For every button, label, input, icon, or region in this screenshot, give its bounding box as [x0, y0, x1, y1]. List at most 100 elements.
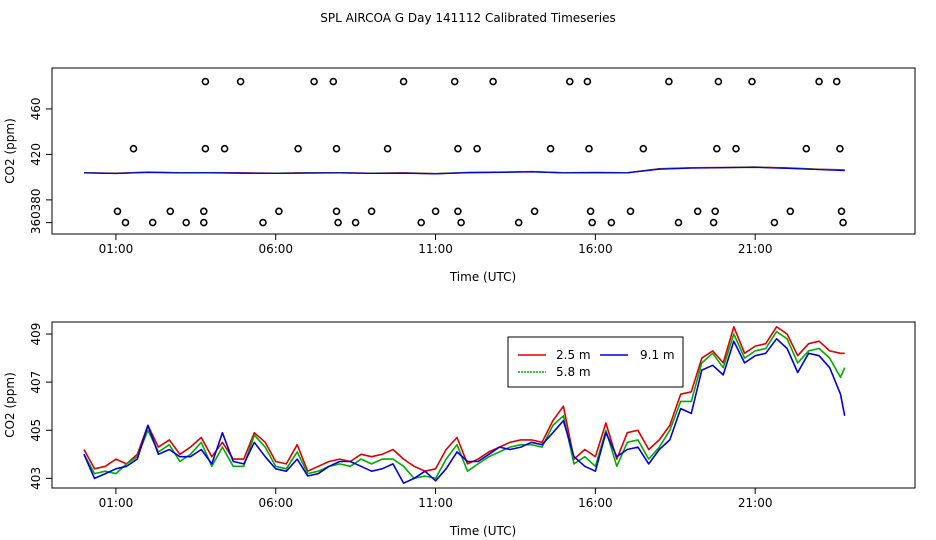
bottom-axes: 01:00 06:00 11:00 16:00 21:00 403 405 407 409	[29, 323, 772, 510]
top-marks	[83, 77, 847, 227]
top-outlier-point	[450, 77, 459, 86]
top-outlier-point	[310, 77, 318, 86]
top-outlier-point	[383, 144, 392, 153]
top-outlier-point	[674, 218, 683, 227]
top-outlier-point	[832, 77, 841, 86]
top-outlier-point	[294, 144, 302, 153]
top-outlier-point	[457, 218, 465, 227]
legend: 2.5 m 9.1 m 5.8 m	[507, 336, 684, 388]
top-outlier-point	[113, 207, 122, 216]
top-outlier-point	[332, 144, 341, 153]
top-outlier-point	[201, 77, 210, 86]
top-outlier-point	[454, 144, 462, 153]
top-outlier-point	[837, 207, 846, 216]
top-outlier-point	[200, 207, 208, 216]
top-outlier-point	[639, 144, 648, 153]
top-outlier-point	[712, 144, 721, 153]
bottom-panel: 01:00 06:00 11:00 16:00 21:00 403 405 407 409 Ti…	[3, 321, 916, 538]
top-y-tick-label: 460	[29, 97, 43, 120]
top-outlier-point	[565, 77, 574, 86]
top-x-tick-label: 16:00	[578, 242, 613, 256]
top-outlier-point	[693, 207, 702, 216]
top-outlier-point	[839, 218, 847, 227]
bottom-x-tick-label: 21:00	[738, 496, 773, 510]
top-outlier-point	[586, 207, 595, 216]
bottom-series-line	[83, 337, 846, 485]
top-x-axis-label: Time (UTC)	[449, 270, 516, 284]
bottom-x-tick-label: 11:00	[418, 496, 453, 510]
top-outlier-point	[607, 218, 616, 227]
top-outlier-point	[786, 207, 795, 216]
bottom-marks	[83, 325, 846, 485]
top-outlier-point	[334, 218, 342, 227]
top-outlier-point	[417, 218, 426, 227]
legend-box	[507, 336, 684, 388]
top-outlier-point	[148, 218, 157, 227]
top-outlier-point	[259, 218, 267, 227]
top-outlier-point	[514, 218, 523, 227]
bottom-y-axis-label: CO2 (ppm)	[3, 372, 17, 438]
top-outlier-point	[546, 144, 555, 153]
legend-label-2-5m: 2.5 m	[556, 348, 591, 362]
top-series-line	[83, 166, 845, 175]
top-outlier-point	[367, 207, 376, 216]
bottom-plot-frame	[51, 321, 916, 489]
top-outlier-point	[802, 144, 811, 153]
top-y-tick-label: 420	[29, 143, 43, 166]
top-outlier-point	[836, 144, 844, 153]
bottom-x-tick-label: 01:00	[99, 496, 134, 510]
top-outlier-point	[351, 218, 360, 227]
top-outlier-point	[714, 77, 723, 86]
top-outlier-point	[201, 144, 210, 153]
top-y-tick-label: 360	[29, 211, 43, 234]
top-outlier-point	[129, 144, 138, 153]
top-outlier-point	[166, 207, 175, 216]
top-outlier-point	[431, 207, 440, 216]
top-outlier-point	[473, 144, 481, 153]
top-outlier-point	[200, 218, 208, 227]
bottom-series-line	[83, 325, 845, 473]
top-outlier-point	[815, 77, 823, 86]
top-outlier-point	[182, 218, 190, 227]
top-x-tick-label: 01:00	[99, 242, 134, 256]
bottom-y-tick-label: 409	[29, 323, 43, 346]
top-outlier-point	[770, 218, 779, 227]
top-outlier-point	[588, 218, 597, 227]
top-outlier-point	[332, 207, 341, 216]
top-outlier-point	[709, 218, 718, 227]
top-y-tick-label: 380	[29, 188, 43, 211]
top-x-tick-label: 21:00	[738, 242, 773, 256]
bottom-x-axis-label: Time (UTC)	[449, 524, 516, 538]
top-outlier-point	[530, 207, 539, 216]
bottom-x-tick-label: 06:00	[258, 496, 293, 510]
bottom-series-line	[83, 330, 846, 480]
top-outlier-point	[748, 77, 756, 86]
bottom-x-tick-label: 16:00	[578, 496, 613, 510]
top-x-tick-label: 11:00	[418, 242, 453, 256]
top-outlier-point	[275, 207, 283, 216]
legend-label-9-1m: 9.1 m	[640, 348, 675, 362]
top-outlier-point	[665, 77, 673, 86]
top-y-axis-label: CO2 (ppm)	[3, 118, 17, 184]
top-outlier-point	[583, 77, 592, 86]
top-outlier-point	[626, 207, 635, 216]
top-outlier-point	[454, 207, 462, 216]
bottom-y-tick-label: 403	[29, 467, 43, 490]
top-plot-frame	[51, 67, 916, 235]
top-outlier-point	[711, 207, 720, 216]
top-x-tick-label: 06:00	[258, 242, 293, 256]
top-outlier-point	[121, 218, 130, 227]
top-outlier-point	[236, 77, 245, 86]
top-outlier-point	[220, 144, 229, 153]
top-outlier-point	[489, 77, 497, 86]
top-outlier-point	[585, 144, 593, 153]
bottom-y-tick-label: 407	[29, 371, 43, 394]
legend-label-5-8m: 5.8 m	[556, 365, 591, 379]
figure-title: SPL AIRCOA G Day 141112 Calibrated Times…	[320, 11, 615, 25]
bottom-y-tick-label: 405	[29, 419, 43, 442]
top-outlier-point	[732, 144, 740, 153]
top-outlier-point	[399, 77, 408, 86]
